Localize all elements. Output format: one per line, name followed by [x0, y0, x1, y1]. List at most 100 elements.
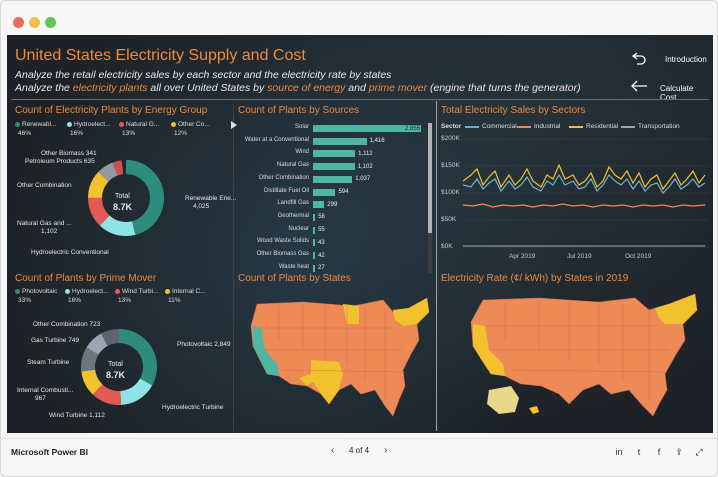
maximize-window-button[interactable] — [45, 17, 56, 28]
next-page-button[interactable]: › — [384, 445, 388, 456]
prime-total-label: Total — [108, 361, 123, 368]
sales-title: Total Electricity Sales by Sectors — [441, 105, 586, 116]
legend-item-label[interactable]: Renewabl... — [22, 121, 57, 128]
donut-segment-other-combination-pm[interactable] — [81, 329, 157, 405]
facebook-icon[interactable]: f — [657, 447, 661, 457]
subtitle-part: Analyze the — [15, 82, 73, 94]
previous-page-button[interactable]: ‹ — [331, 445, 335, 456]
powerbi-footer: Microsoft Power BI ‹ 4 of 4 › in t f ⇪ ⤢ — [1, 438, 717, 464]
prime-total-value: 8.7K — [106, 370, 126, 380]
label-other-combination-pm: Other Combination 723 — [33, 321, 101, 328]
bar-category-label: Water at a Conventional — [244, 136, 309, 143]
window-titlebar — [1, 1, 717, 35]
legend-line-swatch — [569, 126, 583, 128]
label-natural-gas: Natural Gas and ... — [17, 220, 72, 227]
legend-swatch — [165, 289, 170, 294]
bar-value-label: 58 — [318, 214, 325, 221]
bar-water-at-a-conventional[interactable] — [313, 137, 367, 145]
legend-item-label[interactable]: Hydroelect... — [74, 121, 111, 128]
label-gas-turbine: Gas Turbine 749 — [31, 337, 80, 344]
bar-geothermal[interactable] — [313, 213, 316, 221]
twitter-icon[interactable]: t — [637, 447, 641, 457]
close-window-button[interactable] — [13, 17, 24, 28]
sources-scrollbar[interactable] — [428, 123, 432, 273]
legend-line-swatch — [621, 126, 635, 128]
label-petroleum: Petroleum Products 635 — [25, 158, 95, 165]
california-region[interactable] — [253, 326, 279, 376]
legend-item-label[interactable]: Other Co... — [178, 121, 210, 128]
donut-segment-natural-gas[interactable] — [88, 160, 164, 236]
legend-item-label[interactable]: Internal C... — [172, 288, 206, 295]
prime-mover-title: Count of Plants by Prime Mover — [15, 273, 157, 284]
legend-item-label[interactable]: Commercial — [482, 123, 517, 130]
bar-other-combination[interactable] — [313, 175, 353, 183]
us-map-electricity-rate[interactable] — [459, 290, 709, 425]
introduction-label: Introduction — [665, 55, 707, 64]
bar-wind[interactable] — [313, 150, 356, 158]
label-other-combination: Other Combination — [17, 182, 72, 189]
bar-solar[interactable] — [313, 125, 421, 132]
state-borders — [261, 304, 406, 400]
donut-segment-hydro[interactable] — [88, 160, 164, 236]
legend-item-label[interactable]: Transportation — [638, 123, 680, 130]
legend-item-percent: 16% — [68, 297, 82, 304]
y-tick-label: $0K — [441, 243, 453, 250]
bar-category-label: Natural Gas — [276, 162, 309, 169]
bar-wood-waste-solids[interactable] — [313, 239, 315, 247]
legend-item-percent: 12% — [174, 130, 188, 137]
bar-value-label: 42 — [318, 252, 325, 259]
state-borders — [485, 300, 669, 400]
legend-item-label[interactable]: Hydroelect... — [72, 288, 109, 295]
bar-category-label: Nuclear — [288, 225, 309, 232]
bar-waste-heat[interactable] — [313, 264, 315, 272]
sources-scrollbar-thumb[interactable] — [428, 123, 432, 233]
label-other-biomass: Other Biomass 341 — [41, 150, 97, 157]
series-line-industrial[interactable] — [463, 203, 706, 208]
legend-item-percent: 16% — [70, 130, 84, 137]
bar-category-label: Waste heat — [278, 263, 309, 270]
arrow-left-icon — [631, 80, 647, 92]
donut-segment-wind-turbine[interactable] — [81, 329, 157, 405]
y-tick-label: $100K — [441, 189, 460, 196]
subtitle-part: and — [345, 82, 369, 94]
donut-segment-steam-turbine[interactable] — [81, 329, 157, 405]
bar-category-label: Other Biomass Gas — [256, 251, 309, 257]
fullscreen-icon[interactable]: ⤢ — [695, 447, 703, 457]
subtitle-highlight: prime mover — [368, 82, 428, 94]
linkedin-icon[interactable]: in — [615, 447, 623, 457]
northeast-region[interactable] — [393, 298, 429, 326]
expand-arrow-icon[interactable] — [231, 121, 237, 129]
bar-category-label: Other Combination — [258, 174, 309, 181]
bar-landfill-gas[interactable] — [313, 201, 325, 209]
hawaii-rate-region[interactable] — [529, 406, 539, 414]
minimize-window-button[interactable] — [29, 17, 40, 28]
series-line-residential[interactable] — [463, 163, 706, 191]
share-icon[interactable]: ⇪ — [675, 447, 683, 457]
label-internal-combustion: Internal Combusti... — [17, 387, 74, 394]
alaska-rate-region[interactable] — [487, 386, 519, 414]
bar-value-label: 594 — [338, 189, 349, 195]
bar-nuclear[interactable] — [313, 226, 316, 234]
legend-item-label[interactable]: Natural G... — [126, 121, 160, 128]
bar-category-label: Wood Waste Solids — [256, 238, 309, 245]
bar-other-biomass-gas[interactable] — [313, 252, 315, 259]
label-photovoltaic: Photovoltaic 2,849 — [177, 341, 231, 348]
bar-natural-gas[interactable] — [313, 163, 355, 171]
legend-item-label[interactable]: Wind Turbi... — [122, 288, 159, 295]
sales-line-chart — [463, 138, 709, 248]
legend-item-label[interactable]: Residential — [586, 123, 619, 130]
label-renewable-value: 4,025 — [193, 203, 210, 210]
bar-distillate-fuel-oil[interactable] — [313, 188, 336, 196]
introduction-button[interactable]: Introduction — [627, 49, 711, 69]
northeast-rate-region[interactable] — [655, 294, 697, 324]
bar-value-label: 55 — [318, 227, 325, 234]
legend-item-label[interactable]: Photovoltaic — [22, 288, 58, 295]
series-line-commercial[interactable] — [463, 173, 706, 194]
header-divider — [11, 99, 709, 100]
label-natural-gas-value: 1,102 — [41, 228, 58, 235]
donut-segment-renewable[interactable] — [88, 160, 164, 236]
legend-swatch — [15, 122, 20, 127]
us-map-plant-count[interactable] — [243, 290, 433, 425]
legend-item-label[interactable]: Industrial — [534, 123, 561, 130]
calculate-cost-button[interactable]: Calculate Cost — [627, 77, 711, 102]
